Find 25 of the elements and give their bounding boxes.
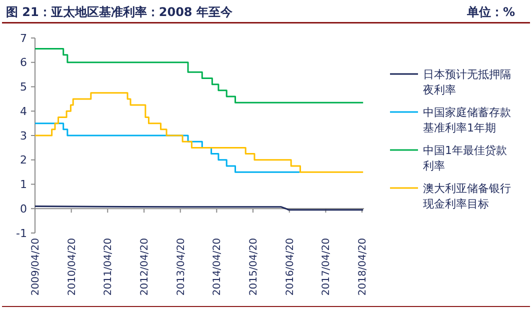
- y-tick-label: -1: [16, 226, 27, 240]
- y-tick-label: 6: [20, 56, 27, 70]
- y-tick-label: 4: [20, 104, 27, 118]
- x-tick-label: 2016/04/20: [284, 238, 296, 296]
- x-tick-label: 2017/04/20: [321, 238, 332, 296]
- x-tick-label: 2015/04/20: [248, 238, 260, 296]
- chart-title: 图 21：亚太地区基准利率：2008 年至今: [6, 5, 234, 19]
- legend-label: 澳大利亚储备银行现金利率目标: [423, 182, 511, 210]
- x-tick-label: 2009/04/20: [30, 238, 42, 296]
- x-tick-label: 2012/04/20: [140, 238, 151, 296]
- y-tick-label: 3: [20, 129, 27, 142]
- y-tick-label: 5: [20, 80, 27, 94]
- x-tick-label: 2014/04/20: [212, 238, 224, 296]
- y-tick-label: 2: [20, 154, 27, 167]
- legend-label: 中国家庭储蓄存款基准利率1年期: [423, 106, 511, 134]
- legend-label: 中国1年最佳贷款利率: [423, 144, 507, 172]
- y-tick-label: 1: [20, 178, 27, 192]
- x-tick-label: 2011/04/20: [103, 238, 114, 296]
- y-tick-label: 0: [20, 202, 27, 216]
- x-tick-label: 2018/04/20: [358, 238, 369, 296]
- y-tick-label: 7: [20, 32, 27, 45]
- legend-label: 日本预计无抵押隔夜利率: [423, 68, 511, 96]
- text: 单位：%: [466, 5, 515, 19]
- x-tick-label: 2013/04/20: [176, 238, 187, 296]
- x-tick-label: 2010/04/20: [66, 238, 78, 296]
